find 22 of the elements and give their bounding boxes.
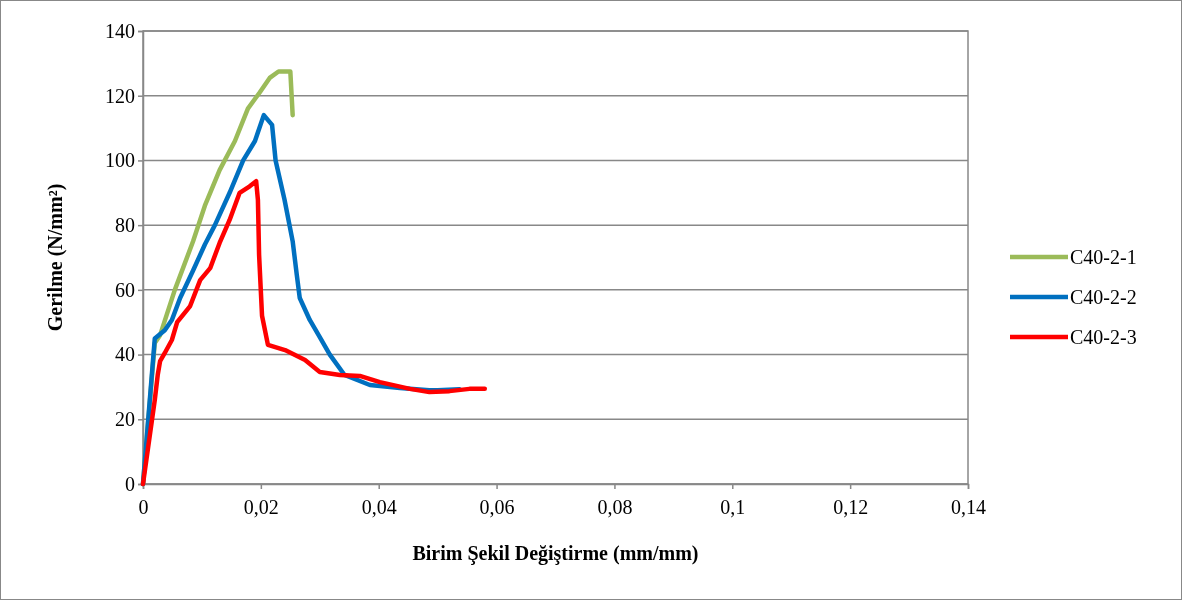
y-tick-label: 20 xyxy=(115,408,135,431)
y-tick-label: 140 xyxy=(105,19,135,42)
x-tick-label: 0,02 xyxy=(243,496,279,518)
y-axis-title: Gerilme (N/mm²) xyxy=(44,183,67,332)
y-tick-label: 80 xyxy=(115,214,135,237)
x-tick-label: 0,04 xyxy=(361,496,397,518)
x-tick-label: 0,08 xyxy=(597,496,633,518)
legend-label: C40-2-3 xyxy=(1070,326,1137,348)
y-tick-label: 40 xyxy=(115,343,135,366)
y-tick-label: 120 xyxy=(105,84,135,107)
legend-label: C40-2-2 xyxy=(1070,286,1137,308)
x-tick-label: 0 xyxy=(138,496,149,518)
y-tick-label: 100 xyxy=(105,149,135,172)
legend-label: C40-2-1 xyxy=(1070,246,1137,268)
y-tick-label: 60 xyxy=(115,278,135,301)
x-tick-label: 0,14 xyxy=(951,496,986,518)
line-series xyxy=(140,178,488,487)
x-axis-title: Birim Şekil Değiştirme (mm/mm) xyxy=(412,542,699,565)
y-tick-label: 0 xyxy=(125,472,135,495)
x-tick-label: 0,06 xyxy=(479,496,515,518)
x-tick-label: 0,1 xyxy=(720,496,746,518)
x-tick-label: 0,12 xyxy=(833,496,869,518)
